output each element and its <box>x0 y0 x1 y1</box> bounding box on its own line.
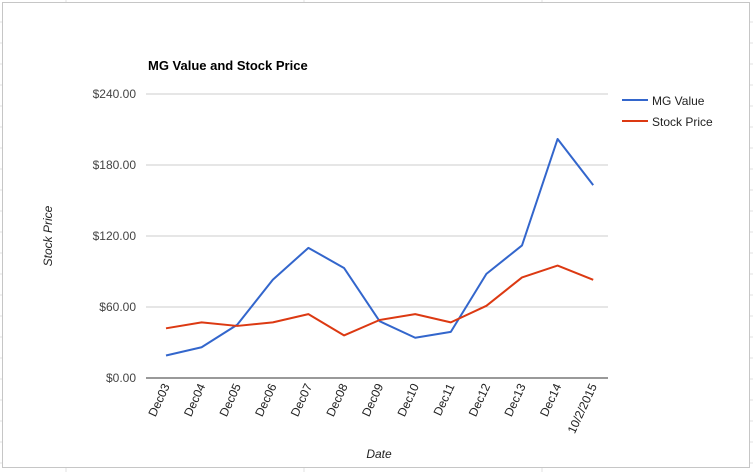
series-lines <box>165 137 595 357</box>
y-tick-label: $120.00 <box>93 229 137 243</box>
data-point <box>200 346 203 349</box>
x-tick-label: Dec10 <box>395 381 422 419</box>
gridlines <box>146 93 608 379</box>
x-tick-label: Dec14 <box>537 381 564 419</box>
x-axis-label: Date <box>366 447 392 461</box>
data-point <box>521 244 524 247</box>
data-point <box>449 321 452 324</box>
y-tick-label: $60.00 <box>99 300 136 314</box>
legend: MG Value Stock Price <box>622 94 713 129</box>
data-point <box>165 354 168 357</box>
data-point <box>556 137 559 140</box>
x-tick-label: Dec11 <box>431 381 458 418</box>
x-tick-label: Dec06 <box>252 381 279 419</box>
data-point <box>556 264 559 267</box>
x-tick-label: Dec07 <box>288 381 315 419</box>
line-chart: MG Value and Stock Price $0.00 $60.00 $120… <box>41 58 713 461</box>
data-point <box>449 330 452 333</box>
x-tick-label: Dec12 <box>466 381 493 419</box>
y-tick-label: $0.00 <box>106 371 136 385</box>
y-tick-label: $180.00 <box>93 158 137 172</box>
data-point <box>414 313 417 316</box>
y-tick-label: $240.00 <box>93 87 137 101</box>
data-point <box>343 266 346 269</box>
data-point <box>485 272 488 275</box>
legend-label: Stock Price <box>652 115 713 129</box>
series-line-mg-value <box>165 137 594 357</box>
data-point <box>165 327 168 330</box>
x-tick-label: Dec13 <box>501 381 528 419</box>
x-tick-label: Dec09 <box>359 381 386 419</box>
data-point <box>307 313 310 316</box>
data-point <box>521 276 524 279</box>
data-point <box>236 324 239 327</box>
x-tick-label: 10/2/2015 <box>565 381 600 436</box>
series-line-stock-price <box>165 264 594 337</box>
data-point <box>414 336 417 339</box>
x-tick-label: Dec04 <box>181 381 208 419</box>
x-tick-label: Dec08 <box>323 381 350 419</box>
chart-title: MG Value and Stock Price <box>148 58 308 73</box>
data-point <box>592 278 595 281</box>
data-point <box>343 334 346 337</box>
data-point <box>485 304 488 307</box>
y-axis-label: Stock Price <box>41 205 55 266</box>
x-axis-tick-labels: Dec03 Dec04 Dec05 Dec06 Dec07 Dec08 Dec09 Dec10… <box>145 381 600 436</box>
data-point <box>271 278 274 281</box>
data-point <box>271 321 274 324</box>
data-point <box>307 246 310 249</box>
data-point <box>592 184 595 187</box>
x-tick-label: Dec05 <box>217 381 244 419</box>
data-point <box>200 321 203 324</box>
x-tick-label: Dec03 <box>145 381 172 419</box>
legend-label: MG Value <box>652 94 705 108</box>
data-point <box>378 319 381 322</box>
y-axis-tick-labels: $0.00 $60.00 $120.00 $180.00 $240.00 <box>93 87 137 385</box>
